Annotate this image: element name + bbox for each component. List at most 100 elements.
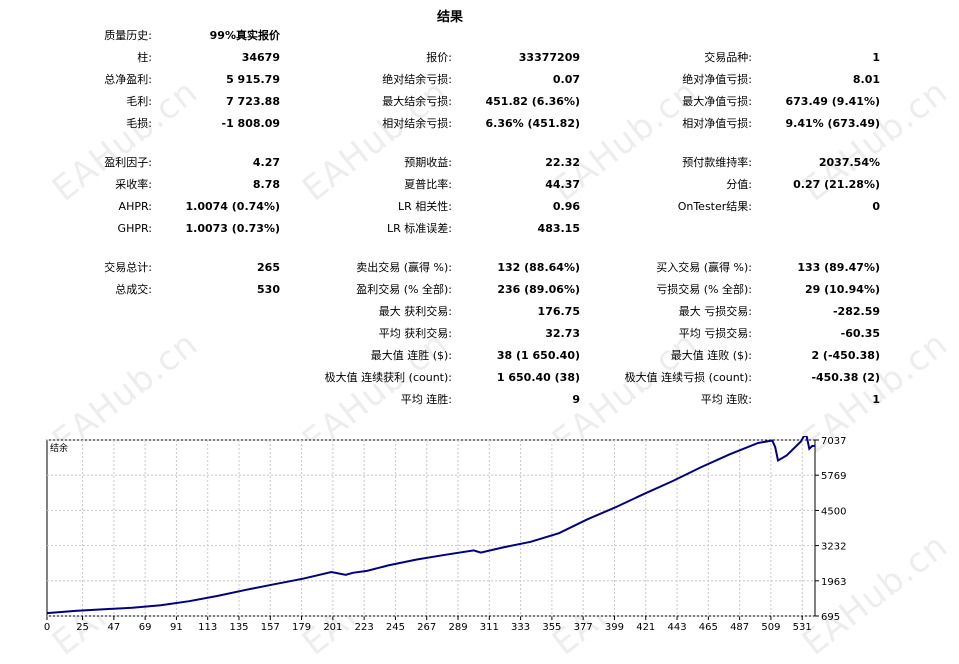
stat-label-14-c3: 平均 连败: [700, 393, 752, 406]
stat-value-8-c1: 265 [257, 261, 280, 274]
stat-label-12-c2: 最大值 连胜 ($): [370, 349, 452, 362]
stat-value-6-c1: 1.0074 (0.74%) [185, 200, 281, 213]
stat-value-12-c3: 2 (-450.38) [811, 349, 880, 362]
stat-label-2-c1: 毛利: [126, 95, 152, 108]
stat-label-9-c1: 总成交: [115, 283, 152, 296]
x-tick-label: 179 [292, 622, 311, 632]
x-tick-label: 135 [229, 622, 248, 632]
stat-label-8-c3: 买入交易 (赢得 %): [656, 261, 752, 274]
stat-value-4-c1: 4.27 [252, 156, 280, 169]
stat-label-8-c2: 卖出交易 (赢得 %): [356, 261, 452, 274]
x-tick-label: 509 [761, 622, 780, 632]
stat-label-1-c1: 总净盈利: [104, 73, 152, 86]
balance-chart: 0 25 47 69 91 113 135 157 179 201 223 245 267 289 311 3… [44, 436, 846, 632]
stat-label-14-c2: 平均 连胜: [400, 393, 452, 406]
x-tick-label: 443 [667, 622, 686, 632]
stat-label-9-c3: 亏损交易 (% 全部): [656, 283, 752, 296]
stat-label-8-c1: 交易总计: [104, 261, 152, 274]
stat-label-12-c3: 最大值 连败 ($): [670, 349, 752, 362]
stat-label-5-c1: 采收率: [115, 178, 152, 191]
stat-label-6-c1: AHPR: [118, 200, 152, 213]
stat-label-1-c3: 绝对净值亏损: [682, 73, 752, 86]
stat-label-3-c3: 相对净值亏损: [682, 117, 752, 130]
y-tick-label: 4500 [821, 506, 846, 517]
x-tick-label: 531 [793, 622, 812, 632]
stat-value-4-c2: 22.32 [545, 156, 580, 169]
stat-value-13-c3: -450.38 (2) [811, 371, 880, 384]
stat-label-3-c2: 相对结余亏损: [382, 117, 452, 130]
x-tick-label: 487 [730, 622, 749, 632]
x-tick-label: 311 [480, 622, 499, 632]
stat-value-1-c3: 8.01 [852, 73, 880, 86]
stat-value-3-c3: 9.41% (673.49) [785, 117, 881, 130]
stat-value-6-c2: 0.96 [552, 200, 580, 213]
quality-value: 99%真实报价 [209, 29, 280, 42]
stat-value-5-c2: 44.37 [545, 178, 580, 191]
x-tick-label: 223 [355, 622, 374, 632]
x-tick-label: 201 [323, 622, 342, 632]
stat-value-3-c2: 6.36% (451.82) [485, 117, 581, 130]
x-tick-label: 113 [198, 622, 217, 632]
chart-title: 结余 [50, 442, 68, 454]
x-tick-label: 289 [448, 622, 467, 632]
stat-label-0-c3: 交易品种: [704, 51, 752, 64]
x-tick-label: 377 [574, 622, 593, 632]
stat-label-10-c2: 最大 获利交易: [378, 305, 452, 318]
x-tick-label: 91 [170, 622, 183, 632]
stat-label-13-c3: 极大值 连续亏损 (count): [624, 371, 752, 384]
stat-value-9-c1: 530 [257, 283, 280, 296]
stat-value-8-c3: 133 (89.47%) [797, 261, 880, 274]
stat-value-6-c3: 0 [872, 200, 880, 213]
stat-value-13-c2: 1 650.40 (38) [496, 371, 580, 384]
stat-label-2-c3: 最大净值亏损: [682, 95, 752, 108]
x-tick-label: 267 [417, 622, 436, 632]
stat-label-5-c3: 分值: [726, 178, 752, 191]
stat-value-5-c3: 0.27 (21.28%) [793, 178, 880, 191]
stat-value-1-c2: 0.07 [552, 73, 580, 86]
x-tick-label: 333 [511, 622, 530, 632]
stat-label-3-c1: 毛损: [126, 117, 152, 130]
x-tick-label: 157 [261, 622, 280, 632]
stat-value-2-c1: 7 723.88 [226, 95, 280, 108]
stat-value-10-c3: -282.59 [832, 305, 880, 318]
x-tick-label: 25 [76, 622, 89, 632]
stat-value-12-c2: 38 (1 650.40) [496, 349, 580, 362]
x-tick-label: 69 [139, 622, 152, 632]
stat-value-0-c1: 34679 [241, 51, 280, 64]
y-tick-label: 3232 [821, 542, 846, 553]
quality-label: 质量历史: [104, 29, 152, 42]
stat-label-2-c2: 最大结余亏损: [382, 95, 452, 108]
stat-value-11-c2: 32.73 [545, 327, 580, 340]
stat-value-2-c2: 451.82 (6.36%) [485, 95, 581, 108]
stat-value-7-c2: 483.15 [537, 222, 580, 235]
stat-label-1-c2: 绝对结余亏损: [382, 73, 452, 86]
stat-label-5-c2: 夏普比率: [404, 178, 452, 191]
x-tick-label: 0 [44, 622, 50, 632]
stat-value-11-c3: -60.35 [840, 327, 880, 340]
stat-value-4-c3: 2037.54% [818, 156, 880, 169]
stat-value-14-c2: 9 [572, 393, 580, 406]
stat-value-9-c2: 236 (89.06%) [497, 283, 580, 296]
stat-label-4-c3: 预付款维持率: [682, 156, 752, 169]
stat-value-7-c1: 1.0073 (0.73%) [185, 222, 281, 235]
stat-value-0-c3: 1 [872, 51, 880, 64]
stat-value-3-c1: -1 808.09 [221, 117, 281, 130]
stat-value-1-c1: 5 915.79 [226, 73, 280, 86]
stat-value-14-c3: 1 [872, 393, 880, 406]
stat-label-7-c1: GHPR: [117, 222, 152, 235]
x-tick-label: 421 [636, 622, 655, 632]
stat-value-10-c2: 176.75 [537, 305, 580, 318]
stat-value-9-c3: 29 (10.94%) [804, 283, 880, 296]
stat-label-11-c2: 平均 获利交易: [378, 327, 452, 340]
y-tick-label: 7037 [821, 436, 846, 447]
x-tick-label: 355 [542, 622, 561, 632]
y-tick-label: 5769 [821, 471, 846, 482]
x-tick-label: 399 [605, 622, 624, 632]
stat-label-6-c2: LR 相关性: [398, 200, 452, 213]
y-tick-label: 1963 [821, 577, 846, 588]
stat-label-4-c1: 盈利因子: [104, 156, 152, 169]
y-tick-label: 695 [821, 612, 840, 623]
stat-label-13-c2: 极大值 连续获利 (count): [324, 371, 452, 384]
x-tick-label: 47 [107, 622, 120, 632]
stat-label-11-c3: 平均 亏损交易: [678, 327, 752, 340]
